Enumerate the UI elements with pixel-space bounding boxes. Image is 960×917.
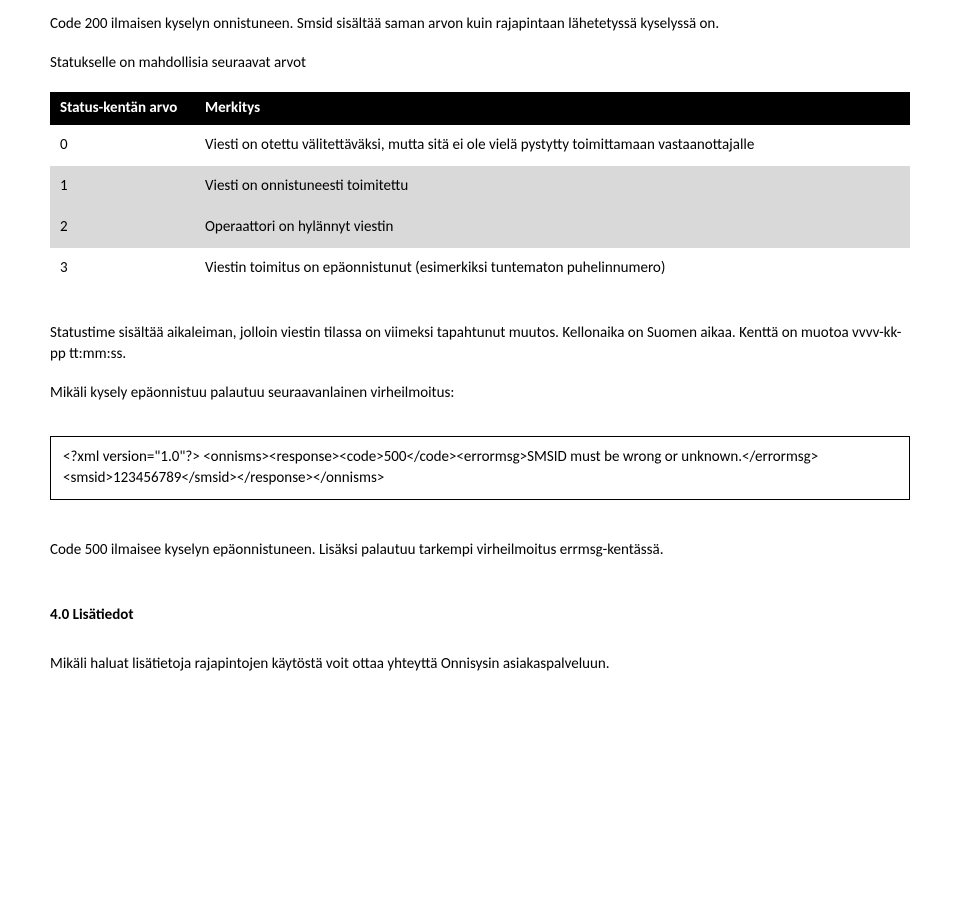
table-header-code: Status-kentän arvo bbox=[50, 92, 195, 125]
cell-text: Operaattori on hylännyt viestin bbox=[195, 207, 910, 248]
cell-code: 2 bbox=[50, 207, 195, 248]
cell-code: 3 bbox=[50, 248, 195, 289]
xml-code-block: <?xml version="1.0"?> <onnisms><response… bbox=[50, 436, 910, 500]
intro-paragraph: Code 200 ilmaisen kyselyn onnistuneen. S… bbox=[50, 14, 910, 35]
cell-text: Viesti on otettu välitettäväksi, mutta s… bbox=[195, 125, 910, 166]
code500-paragraph: Code 500 ilmaisee kyselyn epäonnistuneen… bbox=[50, 540, 910, 561]
cell-code: 1 bbox=[50, 166, 195, 207]
cell-text: Viesti on onnistuneesti toimitettu bbox=[195, 166, 910, 207]
table-row: 0 Viesti on otettu välitettäväksi, mutta… bbox=[50, 125, 910, 166]
cell-code: 0 bbox=[50, 125, 195, 166]
section-heading-lisatiedot: 4.0 Lisätiedot bbox=[50, 605, 910, 626]
table-header-meaning: Merkitys bbox=[195, 92, 910, 125]
status-table: Status-kentän arvo Merkitys 0 Viesti on … bbox=[50, 92, 910, 289]
footer-paragraph: Mikäli haluat lisätietoja rajapintojen k… bbox=[50, 654, 910, 675]
table-row: 1 Viesti on onnistuneesti toimitettu bbox=[50, 166, 910, 207]
statustime-paragraph: Statustime sisältää aikaleiman, jolloin … bbox=[50, 323, 910, 365]
error-intro: Mikäli kysely epäonnistuu palautuu seura… bbox=[50, 383, 910, 404]
table-row: 3 Viestin toimitus on epäonnistunut (esi… bbox=[50, 248, 910, 289]
table-row: 2 Operaattori on hylännyt viestin bbox=[50, 207, 910, 248]
table-intro: Statukselle on mahdollisia seuraavat arv… bbox=[50, 53, 910, 74]
cell-text: Viestin toimitus on epäonnistunut (esime… bbox=[195, 248, 910, 289]
